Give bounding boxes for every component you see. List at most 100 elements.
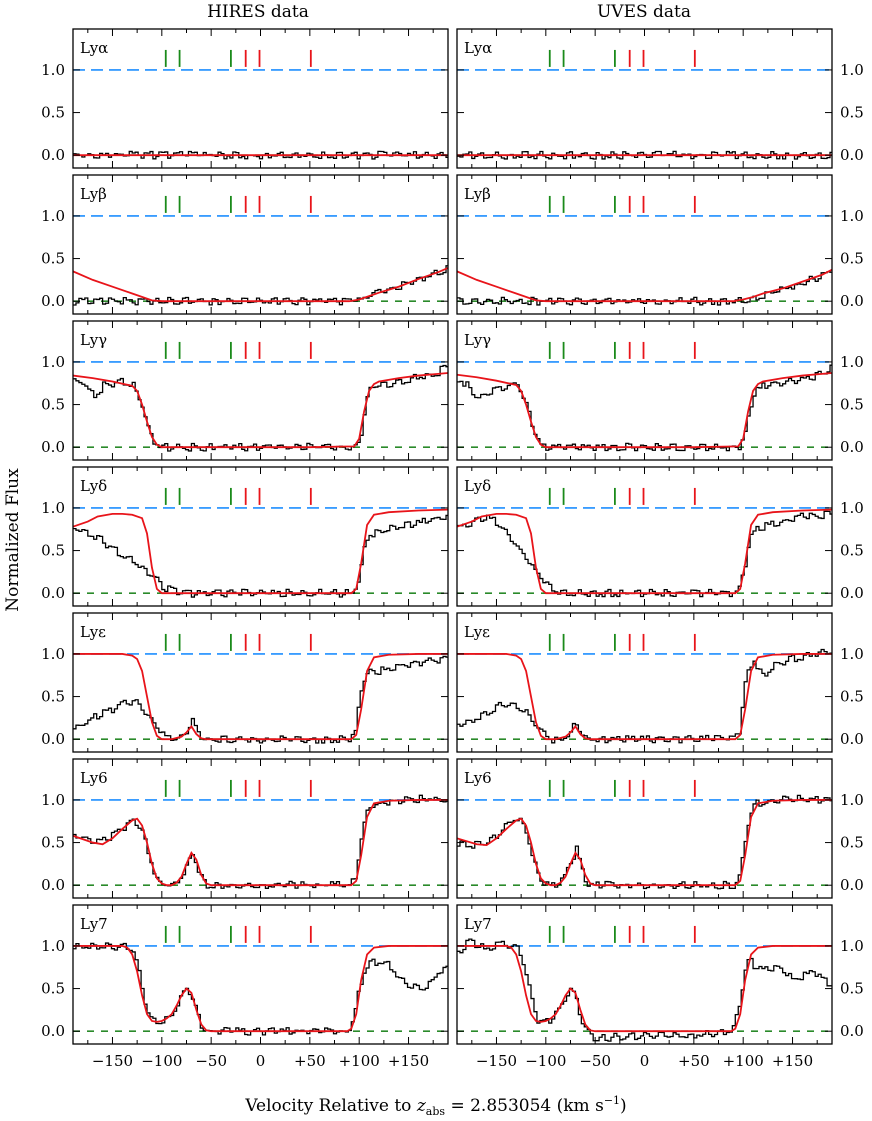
panel-plot-area <box>73 507 448 598</box>
data-spectrum <box>457 271 832 306</box>
panel-plot-area <box>457 507 832 598</box>
y-tick-label: 0.0 <box>41 730 65 748</box>
y-tick-label: 1.0 <box>41 499 65 517</box>
y-tick-label: 0.5 <box>41 834 65 852</box>
panel-plot-area <box>73 69 448 160</box>
panel-frame <box>72 466 449 607</box>
x-tick-label: +100 <box>339 1052 380 1070</box>
x-tick-label: +150 <box>388 1052 429 1070</box>
panel-frame <box>456 28 833 169</box>
y-tick-label: 0.5 <box>840 104 864 122</box>
model-fit <box>73 508 448 595</box>
panel-frame <box>72 320 449 461</box>
panel-plot-area <box>457 794 832 890</box>
panel-uves-3: 0.0 0.5 1.0 Lyδ <box>456 466 864 607</box>
x-axis-title-close: ) <box>620 1096 627 1116</box>
panel-uves-5: 0.0 0.5 1.0 Ly6 <box>456 758 864 899</box>
y-tick-label: 0.0 <box>41 292 65 310</box>
model-fit <box>73 653 448 741</box>
panel-label: Ly6 <box>80 769 108 787</box>
panel-label: Lyβ <box>464 185 491 203</box>
y-tick-label: 1.0 <box>840 61 864 79</box>
model-fit <box>73 799 448 887</box>
y-tick-label: 0.0 <box>840 730 864 748</box>
y-tick-label: 1.0 <box>840 937 864 955</box>
y-tick-label: 1.0 <box>41 937 65 955</box>
y-tick-label: 0.5 <box>840 396 864 414</box>
panel-label: Lyα <box>80 39 108 57</box>
panel-label: Lyβ <box>80 185 107 203</box>
x-tick-label: −50 <box>579 1052 611 1070</box>
y-tick-label: 0.5 <box>41 542 65 560</box>
panel-frame <box>456 612 833 753</box>
y-tick-label: 0.0 <box>41 438 65 456</box>
x-axis-title-exp: −1 <box>604 1094 620 1107</box>
y-tick-label: 0.0 <box>41 876 65 894</box>
panel-label: Ly6 <box>464 769 492 787</box>
column-title-uves: UVES data <box>597 2 691 22</box>
panel-uves-6: 0.0 0.5 1.0 Ly7 −150 −100 −50 0 +50 +100 +150 <box>456 904 864 1070</box>
panel-label: Lyα <box>464 39 492 57</box>
panel-uves-2: 0.0 0.5 1.0 Lyγ <box>456 320 864 461</box>
x-axis-title-suffix: = 2.853054 (km s <box>445 1096 604 1116</box>
data-spectrum <box>73 514 448 598</box>
y-tick-label: 1.0 <box>840 207 864 225</box>
data-spectrum <box>457 794 832 890</box>
model-fit <box>457 945 832 1033</box>
x-tick-label: −150 <box>476 1052 517 1070</box>
panel-uves-0: 0.0 0.5 1.0 Lyα <box>456 28 864 169</box>
x-tick-label: 0 <box>256 1052 266 1070</box>
model-fit <box>73 267 448 303</box>
model-fit <box>457 508 832 595</box>
panel-label: Lyε <box>80 623 106 641</box>
y-tick-label: 0.0 <box>840 1022 864 1040</box>
panel-label: Ly7 <box>464 915 492 933</box>
panel-frame <box>456 758 833 899</box>
y-tick-label: 0.5 <box>840 542 864 560</box>
y-tick-label: 0.5 <box>41 250 65 268</box>
panel-frame <box>72 758 449 899</box>
y-tick-label: 0.5 <box>840 834 864 852</box>
y-tick-label: 1.0 <box>840 645 864 663</box>
y-tick-label: 1.0 <box>41 353 65 371</box>
panel-frame <box>72 612 449 753</box>
y-axis-title: Normalized Flux <box>3 468 23 612</box>
y-tick-label: 0.5 <box>840 688 864 706</box>
panel-hires-0: 0.0 0.5 1.0 Lyα <box>41 28 449 169</box>
data-spectrum <box>73 150 448 160</box>
panel-plot-area <box>457 938 832 1042</box>
panel-plot-area <box>457 69 832 160</box>
y-tick-label: 1.0 <box>840 499 864 517</box>
y-tick-label: 1.0 <box>41 645 65 663</box>
data-spectrum <box>457 938 832 1042</box>
model-fit <box>457 653 832 741</box>
data-spectrum <box>73 794 448 889</box>
x-axis-title-z: z <box>416 1096 427 1116</box>
x-tick-label: +150 <box>772 1052 813 1070</box>
panel-plot-area <box>457 215 832 306</box>
data-spectrum <box>73 265 448 306</box>
panel-uves-1: 0.0 0.5 1.0 Lyβ <box>456 174 864 315</box>
model-fit <box>457 268 832 303</box>
y-tick-label: 0.5 <box>41 104 65 122</box>
panel-plot-area <box>457 648 832 744</box>
data-spectrum <box>73 655 448 744</box>
panel-label: Lyγ <box>80 331 107 349</box>
y-tick-label: 0.5 <box>840 250 864 268</box>
panel-plot-area <box>73 215 448 306</box>
panel-plot-area <box>457 361 832 452</box>
x-tick-label: −150 <box>92 1052 133 1070</box>
x-axis-title: Velocity Relative to zabs = 2.853054 (km… <box>244 1094 626 1118</box>
data-spectrum <box>73 364 448 452</box>
y-tick-label: 1.0 <box>840 353 864 371</box>
y-tick-label: 0.5 <box>41 396 65 414</box>
y-tick-label: 0.5 <box>41 980 65 998</box>
y-tick-label: 0.0 <box>840 876 864 894</box>
panel-plot-area <box>73 942 448 1036</box>
panel-frame <box>456 466 833 607</box>
panel-plot-area <box>73 794 448 889</box>
panel-label: Lyγ <box>464 331 491 349</box>
y-tick-label: 0.0 <box>840 584 864 602</box>
x-tick-label: +50 <box>294 1052 326 1070</box>
